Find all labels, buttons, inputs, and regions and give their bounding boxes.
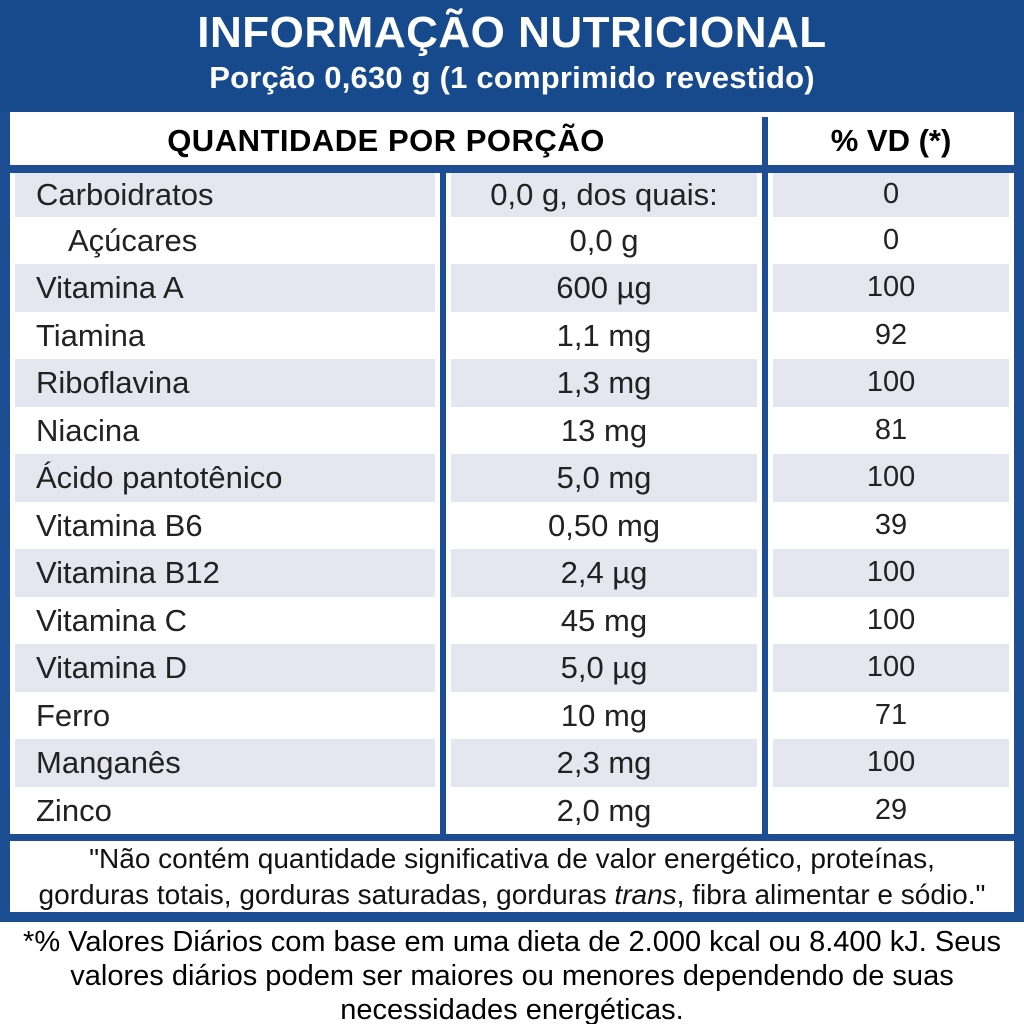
- disclaimer-line-1: "Não contém quantidade significativa de …: [89, 842, 935, 874]
- nutrient-amount: 1,1 mg: [439, 311, 766, 359]
- nutrient-amount: 2,3 mg: [439, 739, 766, 787]
- nutrient-amount: 2,4 µg: [439, 549, 766, 597]
- nutrient-daily-value: 100: [762, 739, 1014, 787]
- footnote-line-1: *% Valores Diários com base em uma dieta…: [23, 926, 1001, 958]
- nutrient-daily-value: 0: [762, 216, 1014, 264]
- nutrition-table: QUANTIDADE POR PORÇÃO % VD (*) Carboidra…: [10, 117, 1014, 834]
- nutrient-name: Vitamina C: [36, 602, 188, 638]
- table-row: Vitamina A 600 µg 100: [10, 264, 1014, 312]
- nutrient-daily-value: 0: [762, 169, 1014, 217]
- disclaimer-text: "Não contém quantidade significativa de …: [10, 834, 1014, 912]
- nutrient-name: Tiamina: [36, 317, 146, 353]
- footnote-line-2: valores diários podem ser maiores ou men…: [70, 960, 954, 992]
- nutrient-daily-value: 29: [762, 786, 1014, 834]
- column-header-daily-value: % VD (*): [762, 117, 1014, 173]
- nutrient-daily-value: 100: [762, 359, 1014, 407]
- nutrient-daily-value: 100: [762, 454, 1014, 502]
- table-row: Riboflavina 1,3 mg 100: [10, 359, 1014, 407]
- nutrient-name: Ferro: [36, 697, 111, 733]
- nutrient-name: Vitamina D: [10, 644, 443, 692]
- daily-values-footnote: *% Valores Diários com base em uma dieta…: [0, 925, 1024, 1024]
- nutrient-amount: 5,0 mg: [439, 454, 766, 502]
- nutrient-amount: 13 mg: [439, 406, 766, 454]
- nutrient-amount: 2,0 mg: [439, 786, 766, 834]
- nutrient-daily-value: 71: [762, 691, 1014, 739]
- nutrient-amount: 600 µg: [439, 264, 766, 312]
- nutrient-daily-value: 100: [762, 549, 1014, 597]
- table-row: Vitamina B6 0,50 mg 39: [10, 501, 1014, 549]
- table-row: Tiamina 1,1 mg 92: [10, 311, 1014, 359]
- table-frame: QUANTIDADE POR PORÇÃO % VD (*) Carboidra…: [0, 112, 1024, 922]
- nutrient-name: Niacina: [36, 412, 140, 448]
- table-row: Carboidratos 0,0 g, dos quais: 0: [10, 169, 1014, 217]
- footnote-line-3: necessidades energéticas.: [340, 994, 684, 1024]
- table-header-row: QUANTIDADE POR PORÇÃO % VD (*): [10, 117, 1014, 173]
- table-row: Manganês 2,3 mg 100: [10, 739, 1014, 787]
- nutrient-daily-value: 92: [762, 311, 1014, 359]
- table-row: Vitamina C 45 mg 100: [10, 596, 1014, 644]
- nutrient-amount: 5,0 µg: [439, 644, 766, 692]
- nutrient-name: Manganês: [10, 739, 443, 787]
- nutrient-daily-value: 100: [762, 644, 1014, 692]
- disclaimer-line-2: gorduras totais, gorduras saturadas, gor…: [10, 877, 1014, 913]
- table-row: Açúcares 0,0 g 0: [10, 216, 1014, 264]
- label-title: INFORMAÇÃO NUTRICIONAL: [197, 8, 827, 57]
- label-header: INFORMAÇÃO NUTRICIONAL Porção 0,630 g (1…: [0, 0, 1024, 112]
- nutrient-name: Riboflavina: [10, 359, 443, 407]
- disclaimer-line-2-post: , fibra alimentar e sódio.": [676, 878, 986, 910]
- nutrient-amount: 0,50 mg: [439, 501, 766, 549]
- nutrient-daily-value: 81: [762, 406, 1014, 454]
- table-row: Vitamina D 5,0 µg 100: [10, 644, 1014, 692]
- table-row: Zinco 2,0 mg 29: [10, 786, 1014, 834]
- nutrient-amount: 1,3 mg: [439, 359, 766, 407]
- disclaimer-line-2-pre: gorduras totais, gorduras saturadas, gor…: [38, 878, 615, 910]
- nutrient-name: Vitamina B6: [36, 507, 203, 543]
- nutrient-daily-value: 39: [762, 501, 1014, 549]
- table-row: Ferro 10 mg 71: [10, 691, 1014, 739]
- nutrient-amount: 45 mg: [439, 596, 766, 644]
- nutrient-name: Vitamina A: [10, 264, 443, 312]
- nutrient-amount: 10 mg: [439, 691, 766, 739]
- nutrient-name: Açúcares: [68, 222, 198, 258]
- nutrient-name: Zinco: [36, 792, 112, 828]
- column-header-quantity: QUANTIDADE POR PORÇÃO: [10, 117, 766, 173]
- table-row: Niacina 13 mg 81: [10, 406, 1014, 454]
- serving-size: Porção 0,630 g (1 comprimido revestido): [209, 60, 815, 96]
- nutrient-daily-value: 100: [762, 264, 1014, 312]
- nutrient-name: Vitamina B12: [10, 549, 443, 597]
- table-row: Ácido pantotênico 5,0 mg 100: [10, 454, 1014, 502]
- nutrient-amount: 0,0 g: [439, 216, 766, 264]
- nutrient-name: Carboidratos: [10, 169, 443, 217]
- table-row: Vitamina B12 2,4 µg 100: [10, 549, 1014, 597]
- nutrient-daily-value: 100: [762, 596, 1014, 644]
- disclaimer-trans-italic: trans: [614, 878, 677, 910]
- nutrient-name: Ácido pantotênico: [10, 454, 443, 502]
- nutrient-amount: 0,0 g, dos quais:: [439, 169, 766, 217]
